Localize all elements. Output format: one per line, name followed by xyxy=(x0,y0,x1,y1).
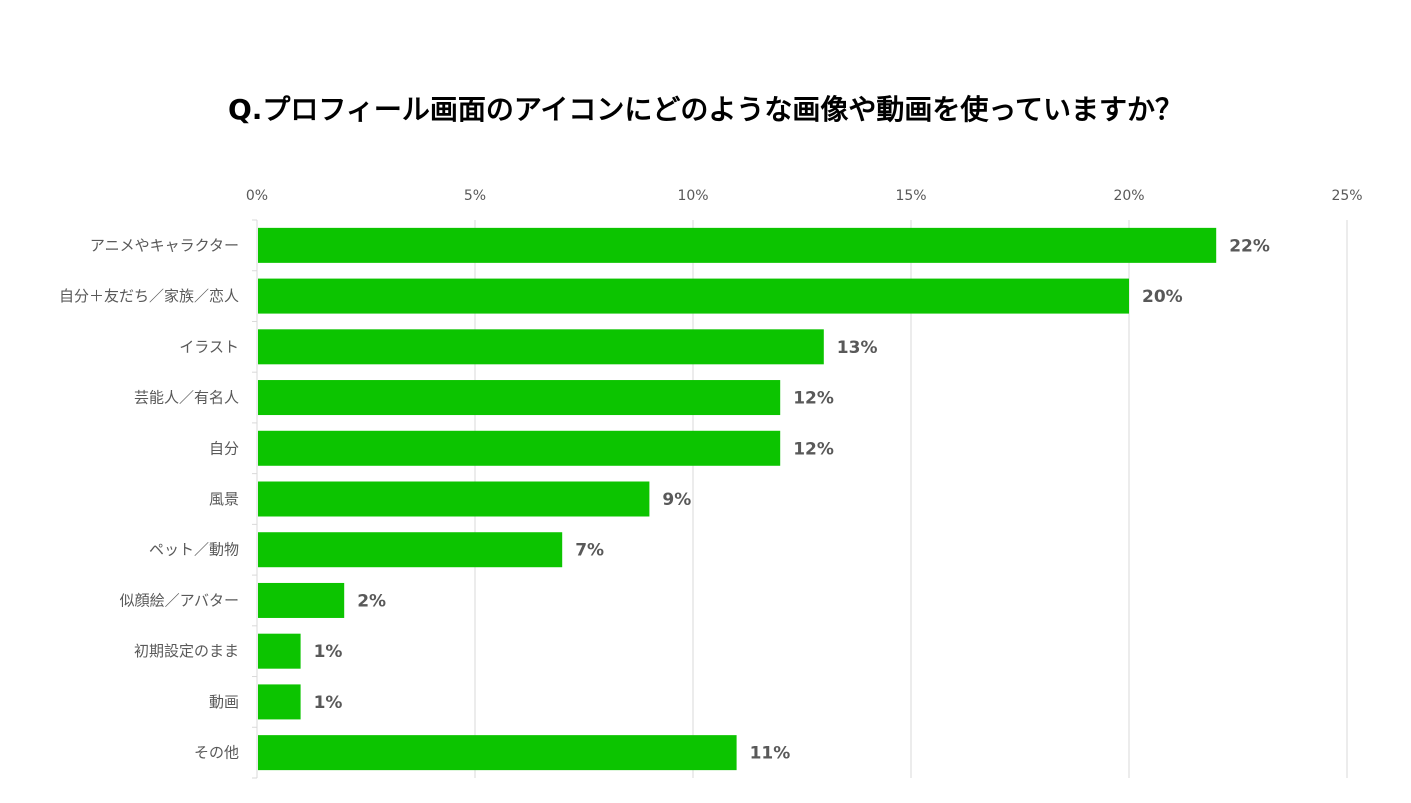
data-label: 1% xyxy=(314,693,343,713)
category-label: 動画 xyxy=(209,693,239,711)
bar xyxy=(258,582,345,618)
bar xyxy=(258,278,1129,314)
chart-title: Q.プロフィール画面のアイコンにどのような画像や動画を使っていますか？ xyxy=(227,93,1184,126)
data-label: 12% xyxy=(793,439,834,459)
bar xyxy=(258,481,650,517)
data-labels: 22% 20% 13% 12% 12% 9% 7% 2% 1% 1% 11% xyxy=(314,236,1270,763)
data-label: 9% xyxy=(662,490,691,510)
data-label: 20% xyxy=(1142,287,1183,307)
category-label: 芸能人／有名人 xyxy=(134,389,239,407)
category-labels: アニメやキャラクター自分＋友だち／家族／恋人イラスト芸能人／有名人自分風景ペット… xyxy=(59,236,239,761)
x-tick-label: 0% xyxy=(246,188,268,204)
category-axis xyxy=(252,219,258,779)
data-label: 11% xyxy=(750,744,791,764)
x-tick-label: 20% xyxy=(1113,188,1144,204)
data-label: 12% xyxy=(793,389,834,409)
bar xyxy=(258,532,563,568)
x-tick-label: 5% xyxy=(464,188,486,204)
category-label: 似顔絵／アバター xyxy=(120,591,239,609)
category-label: アニメやキャラクター xyxy=(90,236,239,254)
category-label: イラスト xyxy=(179,338,239,356)
data-label: 7% xyxy=(575,541,604,561)
bar xyxy=(258,684,301,720)
bars xyxy=(258,227,1217,771)
x-axis-ticks: 0% 5% 10% 15% 20% 25% xyxy=(246,188,1363,204)
category-label: 自分＋友だち／家族／恋人 xyxy=(59,287,239,305)
data-label: 2% xyxy=(357,591,386,611)
data-label: 1% xyxy=(314,642,343,662)
category-label: 初期設定のまま xyxy=(134,642,239,660)
bar xyxy=(258,380,781,416)
bar xyxy=(258,633,301,669)
x-tick-label: 25% xyxy=(1331,188,1362,204)
category-label: ペット／動物 xyxy=(149,541,239,559)
category-label: 自分 xyxy=(209,439,239,457)
bar xyxy=(258,430,781,466)
x-tick-label: 15% xyxy=(895,188,926,204)
bar xyxy=(258,227,1217,263)
category-label: その他 xyxy=(194,744,239,762)
x-tick-label: 10% xyxy=(677,188,708,204)
data-label: 22% xyxy=(1229,236,1270,256)
category-label: 風景 xyxy=(209,490,239,508)
bar xyxy=(258,329,824,365)
bar xyxy=(258,735,737,771)
data-label: 13% xyxy=(837,338,878,358)
